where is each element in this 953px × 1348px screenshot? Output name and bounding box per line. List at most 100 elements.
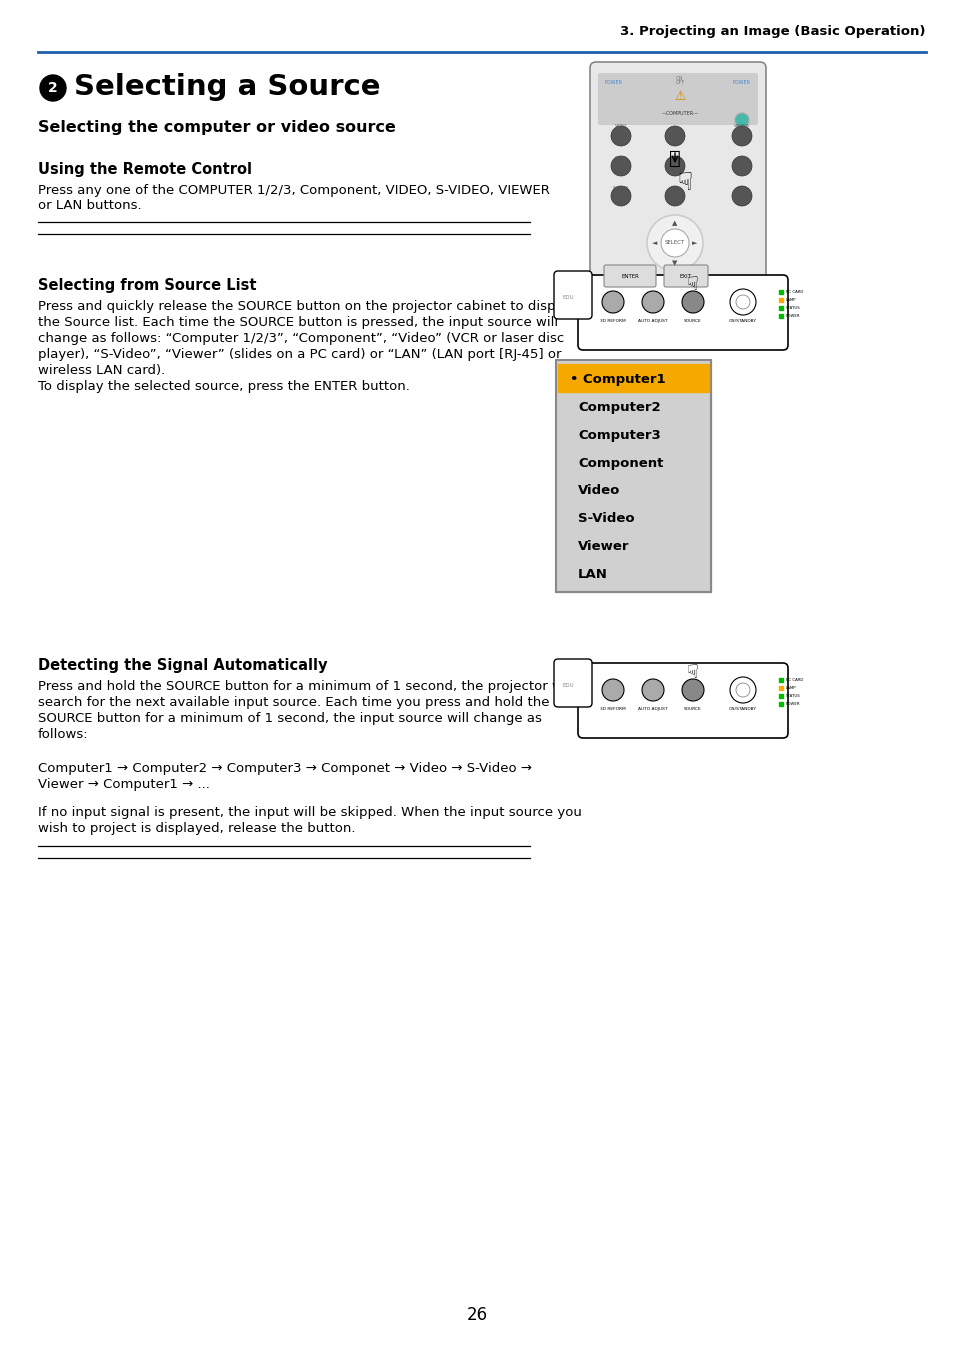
Text: If no input signal is present, the input will be skipped. When the input source : If no input signal is present, the input… — [38, 806, 581, 820]
Text: ▲: ▲ — [672, 220, 677, 226]
Text: Press and hold the SOURCE button for a minimum of 1 second, the projector will: Press and hold the SOURCE button for a m… — [38, 679, 574, 693]
Text: Viewer → Computer1 → ...: Viewer → Computer1 → ... — [38, 778, 210, 791]
Text: change as follows: “Computer 1/2/3”, “Component”, “Video” (VCR or laser disc: change as follows: “Computer 1/2/3”, “Co… — [38, 332, 563, 345]
Text: EDU: EDU — [561, 683, 573, 687]
Circle shape — [660, 229, 688, 257]
Text: SOURCE: SOURCE — [683, 706, 701, 710]
Text: Selecting the computer or video source: Selecting the computer or video source — [38, 120, 395, 135]
Text: VIEWER/
NAVER: VIEWER/ NAVER — [733, 124, 749, 132]
FancyBboxPatch shape — [554, 659, 592, 706]
Text: EXIT: EXIT — [679, 274, 691, 279]
Circle shape — [641, 679, 663, 701]
Text: wireless LAN card).: wireless LAN card). — [38, 364, 165, 377]
Text: player), “S-Video”, “Viewer” (slides on a PC card) or “LAN” (LAN port [RJ-45] or: player), “S-Video”, “Viewer” (slides on … — [38, 348, 561, 361]
Text: STATUS: STATUS — [785, 306, 800, 310]
Text: S-Video: S-Video — [578, 512, 634, 526]
Text: ON: ON — [676, 75, 683, 81]
Circle shape — [610, 125, 630, 146]
FancyBboxPatch shape — [554, 271, 592, 319]
Circle shape — [729, 288, 755, 315]
Circle shape — [40, 75, 66, 101]
Text: PC CARD: PC CARD — [785, 678, 802, 682]
Circle shape — [601, 291, 623, 313]
Circle shape — [646, 214, 702, 271]
Text: Press and quickly release the SOURCE button on the projector cabinet to display: Press and quickly release the SOURCE but… — [38, 301, 575, 313]
Text: the Source list. Each time the SOURCE button is pressed, the input source will: the Source list. Each time the SOURCE bu… — [38, 315, 558, 329]
Text: LAN: LAN — [738, 156, 745, 160]
Text: To display the selected source, press the ENTER button.: To display the selected source, press th… — [38, 380, 410, 394]
Text: 3. Projecting an Image (Basic Operation): 3. Projecting an Image (Basic Operation) — [619, 26, 925, 38]
Circle shape — [731, 186, 751, 206]
Text: Selecting from Source List: Selecting from Source List — [38, 278, 256, 293]
Text: 2: 2 — [48, 81, 58, 94]
Text: wish to project is displayed, release the button.: wish to project is displayed, release th… — [38, 822, 355, 834]
Text: 3D REFORM: 3D REFORM — [599, 319, 625, 324]
Text: STATUS: STATUS — [785, 694, 800, 698]
Text: AUTO ADJUST: AUTO ADJUST — [638, 706, 667, 710]
Text: POWER: POWER — [785, 702, 800, 706]
Text: LAN: LAN — [578, 569, 607, 581]
FancyBboxPatch shape — [578, 275, 787, 350]
Text: SELECT: SELECT — [664, 240, 684, 245]
Text: ☟: ☟ — [677, 171, 692, 195]
Text: S-VIDEO: S-VIDEO — [613, 186, 628, 190]
Circle shape — [641, 291, 663, 313]
Text: Computer3: Computer3 — [578, 429, 660, 442]
Text: PC CARD: PC CARD — [785, 290, 802, 294]
Circle shape — [610, 156, 630, 177]
Circle shape — [731, 125, 751, 146]
Circle shape — [610, 186, 630, 206]
Text: 3D: 3D — [672, 156, 677, 160]
Text: Component: Component — [578, 457, 662, 469]
FancyBboxPatch shape — [603, 266, 656, 287]
Text: ☟: ☟ — [686, 663, 699, 682]
Text: search for the next available input source. Each time you press and hold the: search for the next available input sour… — [38, 696, 549, 709]
Text: OFF: OFF — [675, 80, 684, 85]
Text: ▼: ▼ — [672, 260, 677, 266]
Text: 👍: 👍 — [668, 148, 680, 167]
Circle shape — [601, 679, 623, 701]
Text: POWER: POWER — [732, 80, 750, 85]
Text: EDU: EDU — [561, 295, 573, 301]
Circle shape — [664, 156, 684, 177]
Text: Viewer: Viewer — [578, 541, 629, 554]
Text: ON/STANDBY: ON/STANDBY — [728, 319, 757, 324]
Text: ENTER: ENTER — [620, 274, 639, 279]
Text: 3D REFORM: 3D REFORM — [599, 706, 625, 710]
Circle shape — [664, 125, 684, 146]
Text: VIDEO: VIDEO — [614, 124, 626, 128]
Text: Using the Remote Control: Using the Remote Control — [38, 162, 252, 177]
Circle shape — [731, 156, 751, 177]
FancyBboxPatch shape — [663, 266, 707, 287]
Text: Selecting a Source: Selecting a Source — [74, 73, 380, 101]
Text: POWER: POWER — [604, 80, 622, 85]
Text: Computer2: Computer2 — [578, 400, 659, 414]
Circle shape — [681, 679, 703, 701]
Circle shape — [735, 683, 749, 697]
Text: ►: ► — [692, 240, 697, 245]
Text: SOURCE button for a minimum of 1 second, the input source will change as: SOURCE button for a minimum of 1 second,… — [38, 712, 541, 725]
Circle shape — [735, 295, 749, 309]
Text: Detecting the Signal Automatically: Detecting the Signal Automatically — [38, 658, 327, 673]
Bar — [558, 364, 708, 392]
Text: COMP.: COMP. — [615, 156, 626, 160]
Text: Computer1 → Computer2 → Computer3 → Componet → Video → S-Video →: Computer1 → Computer2 → Computer3 → Comp… — [38, 762, 532, 775]
Text: SOURCE: SOURCE — [683, 319, 701, 324]
Text: LAMP: LAMP — [785, 686, 796, 690]
Text: Press any one of the COMPUTER 1/2/3, Component, VIDEO, S-VIDEO, VIEWER
or LAN bu: Press any one of the COMPUTER 1/2/3, Com… — [38, 183, 549, 212]
Text: ON/STANDBY: ON/STANDBY — [728, 706, 757, 710]
FancyBboxPatch shape — [589, 62, 765, 301]
Bar — [556, 360, 710, 592]
Circle shape — [729, 677, 755, 704]
Circle shape — [664, 186, 684, 206]
Text: Video: Video — [578, 484, 619, 497]
FancyBboxPatch shape — [578, 663, 787, 737]
Text: • Computer1: • Computer1 — [569, 372, 665, 386]
Text: AUTO ADJUST: AUTO ADJUST — [638, 319, 667, 324]
Text: LAMP: LAMP — [785, 298, 796, 302]
Text: —COMPUTER—: —COMPUTER— — [660, 111, 698, 116]
Text: ◄: ◄ — [652, 240, 657, 245]
Text: ⚠: ⚠ — [674, 90, 685, 102]
Circle shape — [734, 113, 748, 127]
FancyBboxPatch shape — [598, 73, 758, 125]
